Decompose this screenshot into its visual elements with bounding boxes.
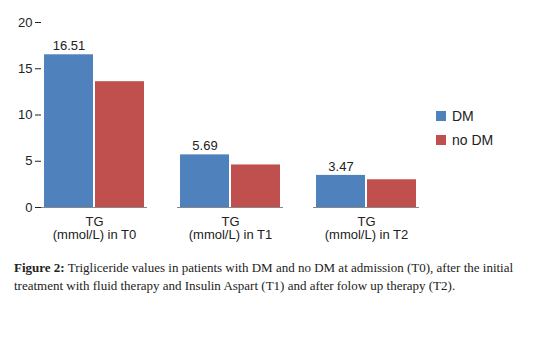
svg-text:TG(mmol/L) in T2: TG(mmol/L) in T2	[325, 214, 409, 242]
svg-text:TG(mmol/L) in T0: TG(mmol/L) in T0	[53, 214, 137, 242]
svg-text:3.47: 3.47	[328, 159, 353, 174]
svg-text:5.69: 5.69	[192, 138, 217, 153]
svg-text:20: 20	[18, 15, 32, 30]
html-text:Figure 2: Trigliceride values: Figure 2: Trigliceride values in patient…	[14, 260, 514, 293]
html-text:no DM: no DM	[452, 131, 494, 148]
svg-text:0: 0	[25, 200, 32, 215]
svg-text:5: 5	[25, 153, 32, 168]
html-text:DM: DM	[452, 107, 474, 124]
svg-text:10: 10	[18, 107, 32, 122]
svg-text:16.51: 16.51	[53, 38, 86, 53]
svg-text:TG(mmol/L) in T1: TG(mmol/L) in T1	[189, 214, 273, 242]
svg-text:15: 15	[18, 61, 32, 76]
